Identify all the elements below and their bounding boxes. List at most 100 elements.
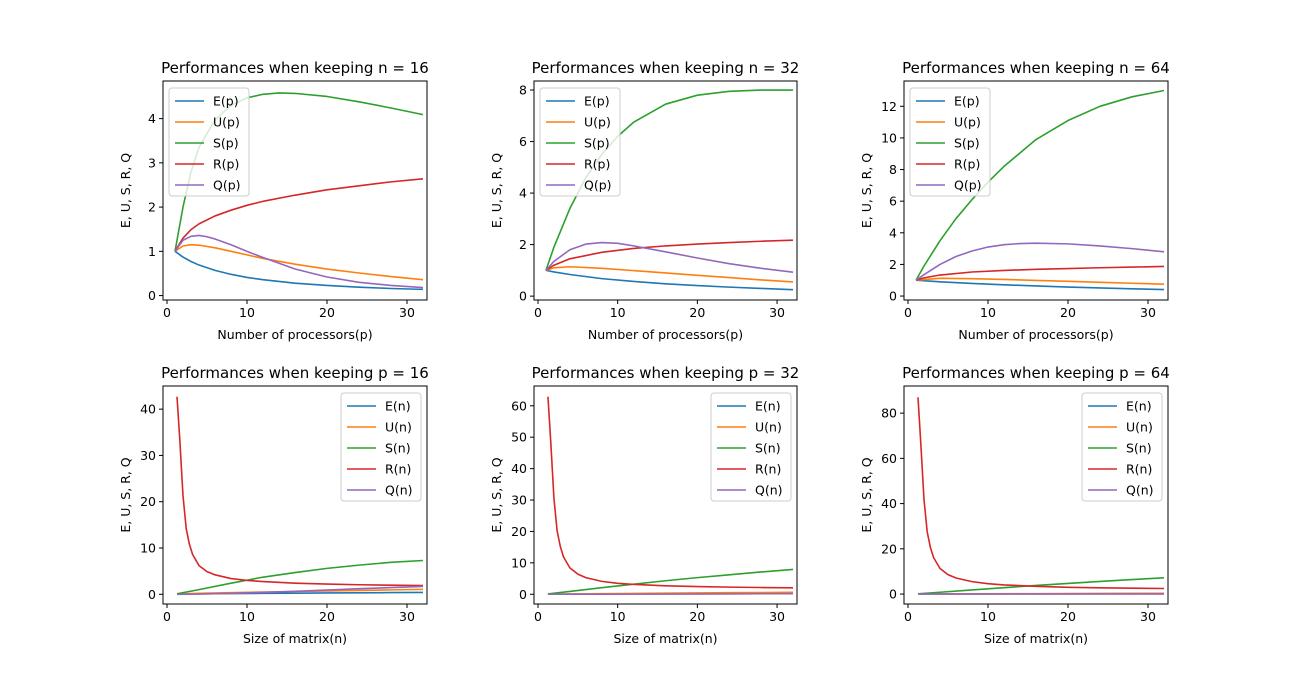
series-line-sn [547, 568, 794, 595]
subplot-1: 0 10 20 30 0 1 2 3 4 Performances when keeping n … [118, 59, 429, 342]
x-axis-label: Size of matrix(n) [243, 631, 347, 646]
x-tick-label: 0 [904, 609, 912, 624]
chart-title: Performances when keeping p = 64 [902, 364, 1170, 382]
legend: E(p) U(p) S(p) R(p) Q(p) [909, 87, 991, 197]
series-line-sn [176, 559, 424, 595]
legend: E(p) U(p) S(p) R(p) Q(p) [539, 87, 621, 197]
x-tick-label: 0 [904, 305, 912, 320]
legend-entry: R(n) [385, 462, 411, 477]
x-tick-label: 20 [319, 609, 335, 624]
x-axis-label: Number of processors(p) [588, 327, 743, 342]
legend-entry: R(p) [213, 157, 239, 172]
x-tick-label: 30 [399, 305, 415, 320]
series-line-qn [176, 585, 424, 596]
series-line-ep [174, 250, 424, 291]
x-tick-label: 20 [319, 305, 335, 320]
series-line-up [545, 265, 794, 283]
legend-entry: S(p) [584, 136, 610, 151]
y-tick-label: 10 [881, 130, 897, 145]
y-tick-label: 60 [881, 451, 897, 466]
x-tick-label: 20 [1060, 305, 1076, 320]
series-line-ep [915, 279, 1165, 291]
y-tick-label: 40 [881, 496, 897, 511]
y-tick-label: 0 [519, 587, 527, 602]
legend-frame [909, 87, 991, 197]
legend-entry: Q(n) [1126, 483, 1154, 498]
legend-entry: E(n) [755, 399, 781, 414]
y-tick-label: 12 [881, 99, 897, 114]
y-tick-label: 2 [889, 257, 897, 272]
series-line-sp [915, 89, 1165, 281]
y-tick-label: 4 [519, 186, 527, 201]
y-axis-label: E, U, S, R, Q [859, 457, 874, 532]
legend: E(n) U(n) S(n) R(n) Q(n) [710, 392, 792, 502]
axes-frame [533, 80, 798, 301]
series-line-rn [176, 396, 424, 587]
y-tick-label: 8 [519, 83, 527, 98]
y-tick-label: 30 [511, 493, 527, 508]
legend-frame [710, 392, 792, 502]
y-tick-label: 6 [889, 194, 897, 209]
x-axis-label: Number of processors(p) [217, 327, 372, 342]
chart-title: Performances when keeping n = 16 [161, 59, 429, 77]
legend-entry: S(p) [954, 136, 980, 151]
legend-entry: R(n) [1126, 462, 1152, 477]
axes-frame [533, 385, 798, 605]
legend-entry: Q(n) [385, 483, 413, 498]
legend-entry: Q(n) [755, 483, 783, 498]
legend-frame [168, 87, 250, 197]
y-axis-label: E, U, S, R, Q [118, 153, 133, 228]
series-line-rn [917, 397, 1165, 590]
legend-entry: S(n) [1126, 441, 1152, 456]
legend-entry: E(p) [954, 94, 980, 109]
y-tick-label: 40 [511, 461, 527, 476]
series-line-up [174, 243, 424, 281]
x-tick-label: 30 [769, 609, 785, 624]
y-axis-label: E, U, S, R, Q [859, 153, 874, 228]
x-tick-label: 10 [239, 305, 255, 320]
legend-entry: U(p) [954, 115, 981, 130]
y-tick-label: 3 [148, 155, 156, 170]
x-tick-label: 20 [689, 609, 705, 624]
series-line-up [915, 277, 1165, 285]
y-tick-label: 10 [140, 540, 156, 555]
x-tick-label: 30 [1140, 305, 1156, 320]
legend-entry: E(p) [584, 94, 610, 109]
axes-frame [162, 385, 428, 605]
x-axis-label: Number of processors(p) [958, 327, 1113, 342]
subplot-6: 0 10 20 30 0 20 40 60 80 Performances when keepin… [859, 364, 1170, 646]
y-axis-label: E, U, S, R, Q [489, 457, 504, 532]
series-line-qp [915, 242, 1165, 281]
legend-entry: Q(p) [954, 178, 982, 193]
x-tick-label: 20 [689, 305, 705, 320]
legend-entry: R(n) [755, 462, 781, 477]
series-line-rp [545, 239, 794, 272]
series-line-ep [545, 269, 794, 291]
series-line-sp [545, 89, 794, 271]
legend-entry: S(n) [755, 441, 781, 456]
y-tick-label: 30 [140, 448, 156, 463]
x-tick-label: 10 [610, 609, 626, 624]
y-tick-label: 20 [881, 541, 897, 556]
series-line-qn [547, 592, 794, 596]
x-tick-label: 10 [610, 305, 626, 320]
y-tick-label: 2 [519, 237, 527, 252]
axes-frame [903, 385, 1169, 605]
legend: E(p) U(p) S(p) R(p) Q(p) [168, 87, 250, 197]
x-tick-label: 30 [1140, 609, 1156, 624]
legend-entry: E(n) [1126, 399, 1152, 414]
y-tick-label: 8 [889, 162, 897, 177]
subplot-5: 0 10 20 30 0 10 20 30 40 50 60 Performances when ke… [489, 364, 799, 646]
y-tick-label: 6 [519, 134, 527, 149]
legend-frame [1081, 392, 1163, 502]
x-tick-label: 30 [399, 609, 415, 624]
x-axis-label: Size of matrix(n) [984, 631, 1088, 646]
series-line-qp [545, 241, 794, 273]
y-tick-label: 4 [148, 111, 156, 126]
x-tick-label: 10 [980, 305, 996, 320]
y-tick-label: 0 [148, 288, 156, 303]
subplot-2: 0 10 20 30 0 2 4 6 8 Performances when keeping n … [489, 59, 799, 342]
chart-title: Performances when keeping p = 32 [532, 364, 800, 382]
legend-frame [340, 392, 422, 502]
y-tick-label: 2 [148, 200, 156, 215]
